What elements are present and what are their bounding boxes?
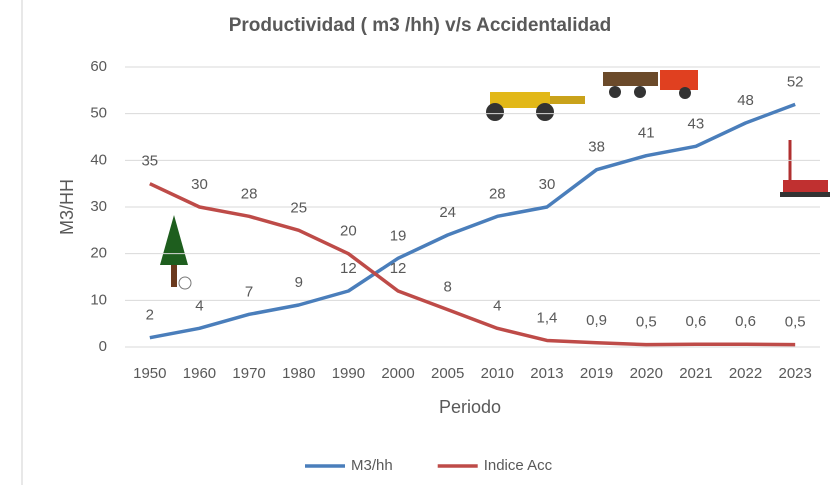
x-tick-label: 2022 — [729, 365, 762, 382]
x-tick-label: 1990 — [332, 365, 365, 382]
data-label: 9 — [295, 274, 303, 291]
x-tick-label: 1950 — [133, 365, 166, 382]
legend-label: Indice Acc — [484, 457, 553, 474]
data-label: 28 — [241, 185, 258, 202]
data-label: 4 — [493, 297, 501, 314]
data-label: 0,9 — [586, 312, 607, 329]
y-tick-label: 10 — [90, 291, 107, 308]
y-tick-label: 20 — [90, 245, 107, 262]
data-label: 12 — [340, 260, 357, 277]
data-label: 0,6 — [735, 313, 756, 330]
y-tick-label: 50 — [90, 105, 107, 122]
y-axis-label: M3/HH — [57, 179, 77, 235]
x-tick-label: 1960 — [183, 365, 216, 382]
data-label: 7 — [245, 283, 253, 300]
data-label: 30 — [191, 176, 208, 193]
data-label: 41 — [638, 125, 655, 142]
data-label: 1,4 — [537, 309, 558, 326]
data-label: 25 — [290, 199, 307, 216]
data-label: 20 — [340, 223, 357, 240]
x-tick-label: 2010 — [481, 365, 514, 382]
data-label: 52 — [787, 73, 804, 90]
data-label: 24 — [439, 204, 456, 221]
x-tick-label: 1980 — [282, 365, 315, 382]
series-line — [149, 102, 796, 340]
x-tick-label: 2000 — [381, 365, 414, 382]
data-label: 12 — [390, 260, 407, 277]
x-axis-label: Periodo — [439, 397, 501, 417]
data-label: 30 — [539, 176, 556, 193]
data-label: 38 — [588, 139, 605, 156]
data-label: 48 — [737, 92, 754, 109]
data-label: 0,5 — [785, 314, 806, 331]
series-line — [149, 182, 796, 347]
tree-icon — [160, 215, 192, 290]
y-tick-label: 60 — [90, 58, 107, 75]
data-label: 0,6 — [685, 313, 706, 330]
skidder-icon — [486, 92, 585, 121]
x-tick-label: 2023 — [778, 365, 811, 382]
harvester-icon — [780, 140, 830, 197]
x-tick-label: 2013 — [530, 365, 563, 382]
x-tick-label: 1970 — [232, 365, 265, 382]
x-tick-label: 2020 — [630, 365, 663, 382]
forwarder-icon — [603, 70, 698, 99]
data-label: 4 — [195, 297, 203, 314]
data-label: 43 — [688, 115, 705, 132]
y-tick-label: 40 — [90, 151, 107, 168]
y-tick-label: 0 — [99, 338, 107, 355]
data-label: 2 — [146, 307, 154, 324]
x-tick-label: 2005 — [431, 365, 464, 382]
data-label: 0,5 — [636, 314, 657, 331]
x-tick-label: 2019 — [580, 365, 613, 382]
legend-label: M3/hh — [351, 457, 393, 474]
data-label: 8 — [444, 279, 452, 296]
y-tick-label: 30 — [90, 198, 107, 215]
x-tick-label: 2021 — [679, 365, 712, 382]
data-label: 35 — [141, 153, 158, 170]
data-label: 28 — [489, 185, 506, 202]
chart-title: Productividad ( m3 /hh) v/s Accidentalid… — [229, 15, 612, 36]
data-label: 19 — [390, 227, 407, 244]
